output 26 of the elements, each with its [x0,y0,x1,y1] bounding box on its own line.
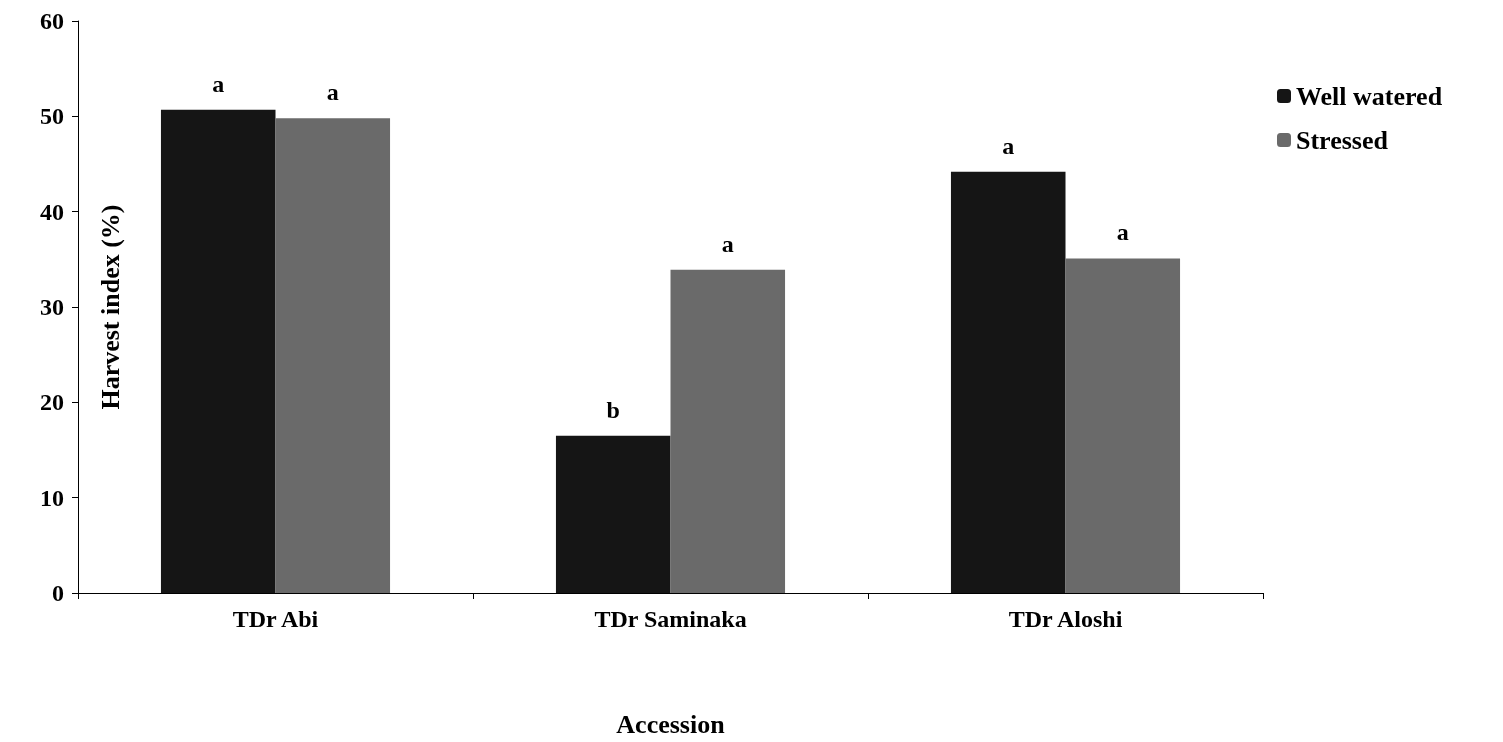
bar [1065,258,1181,593]
x-tick-label: TDr Aloshi [1008,606,1123,632]
bar [950,171,1066,593]
annotation: a [1116,219,1129,246]
y-tick-label: 30 [40,294,64,320]
y-tick-label: 0 [52,580,64,606]
y-tick-label: 20 [40,389,64,416]
x-tick-label: TDr Abi [232,606,319,632]
y-tick-label: 60 [40,8,64,34]
bar [670,269,786,593]
y-tick-label: 50 [40,103,64,130]
legend-label: Well watered [1296,81,1443,111]
bar [160,109,276,593]
y-axis-title: Harvest index (%) [95,204,125,410]
legend-label: Stressed [1296,125,1389,155]
annotation: a [1002,132,1015,159]
bar [555,435,671,593]
annotation: b [606,396,620,423]
x-tick-label: TDr Saminaka [594,606,747,632]
y-tick-label: 40 [40,198,64,225]
y-tick-label: 10 [40,484,64,511]
x-axis-title: Accession [616,709,726,739]
bar [275,118,391,593]
annotation: a [212,70,225,97]
annotation: a [721,230,734,257]
annotation: a [326,79,339,106]
